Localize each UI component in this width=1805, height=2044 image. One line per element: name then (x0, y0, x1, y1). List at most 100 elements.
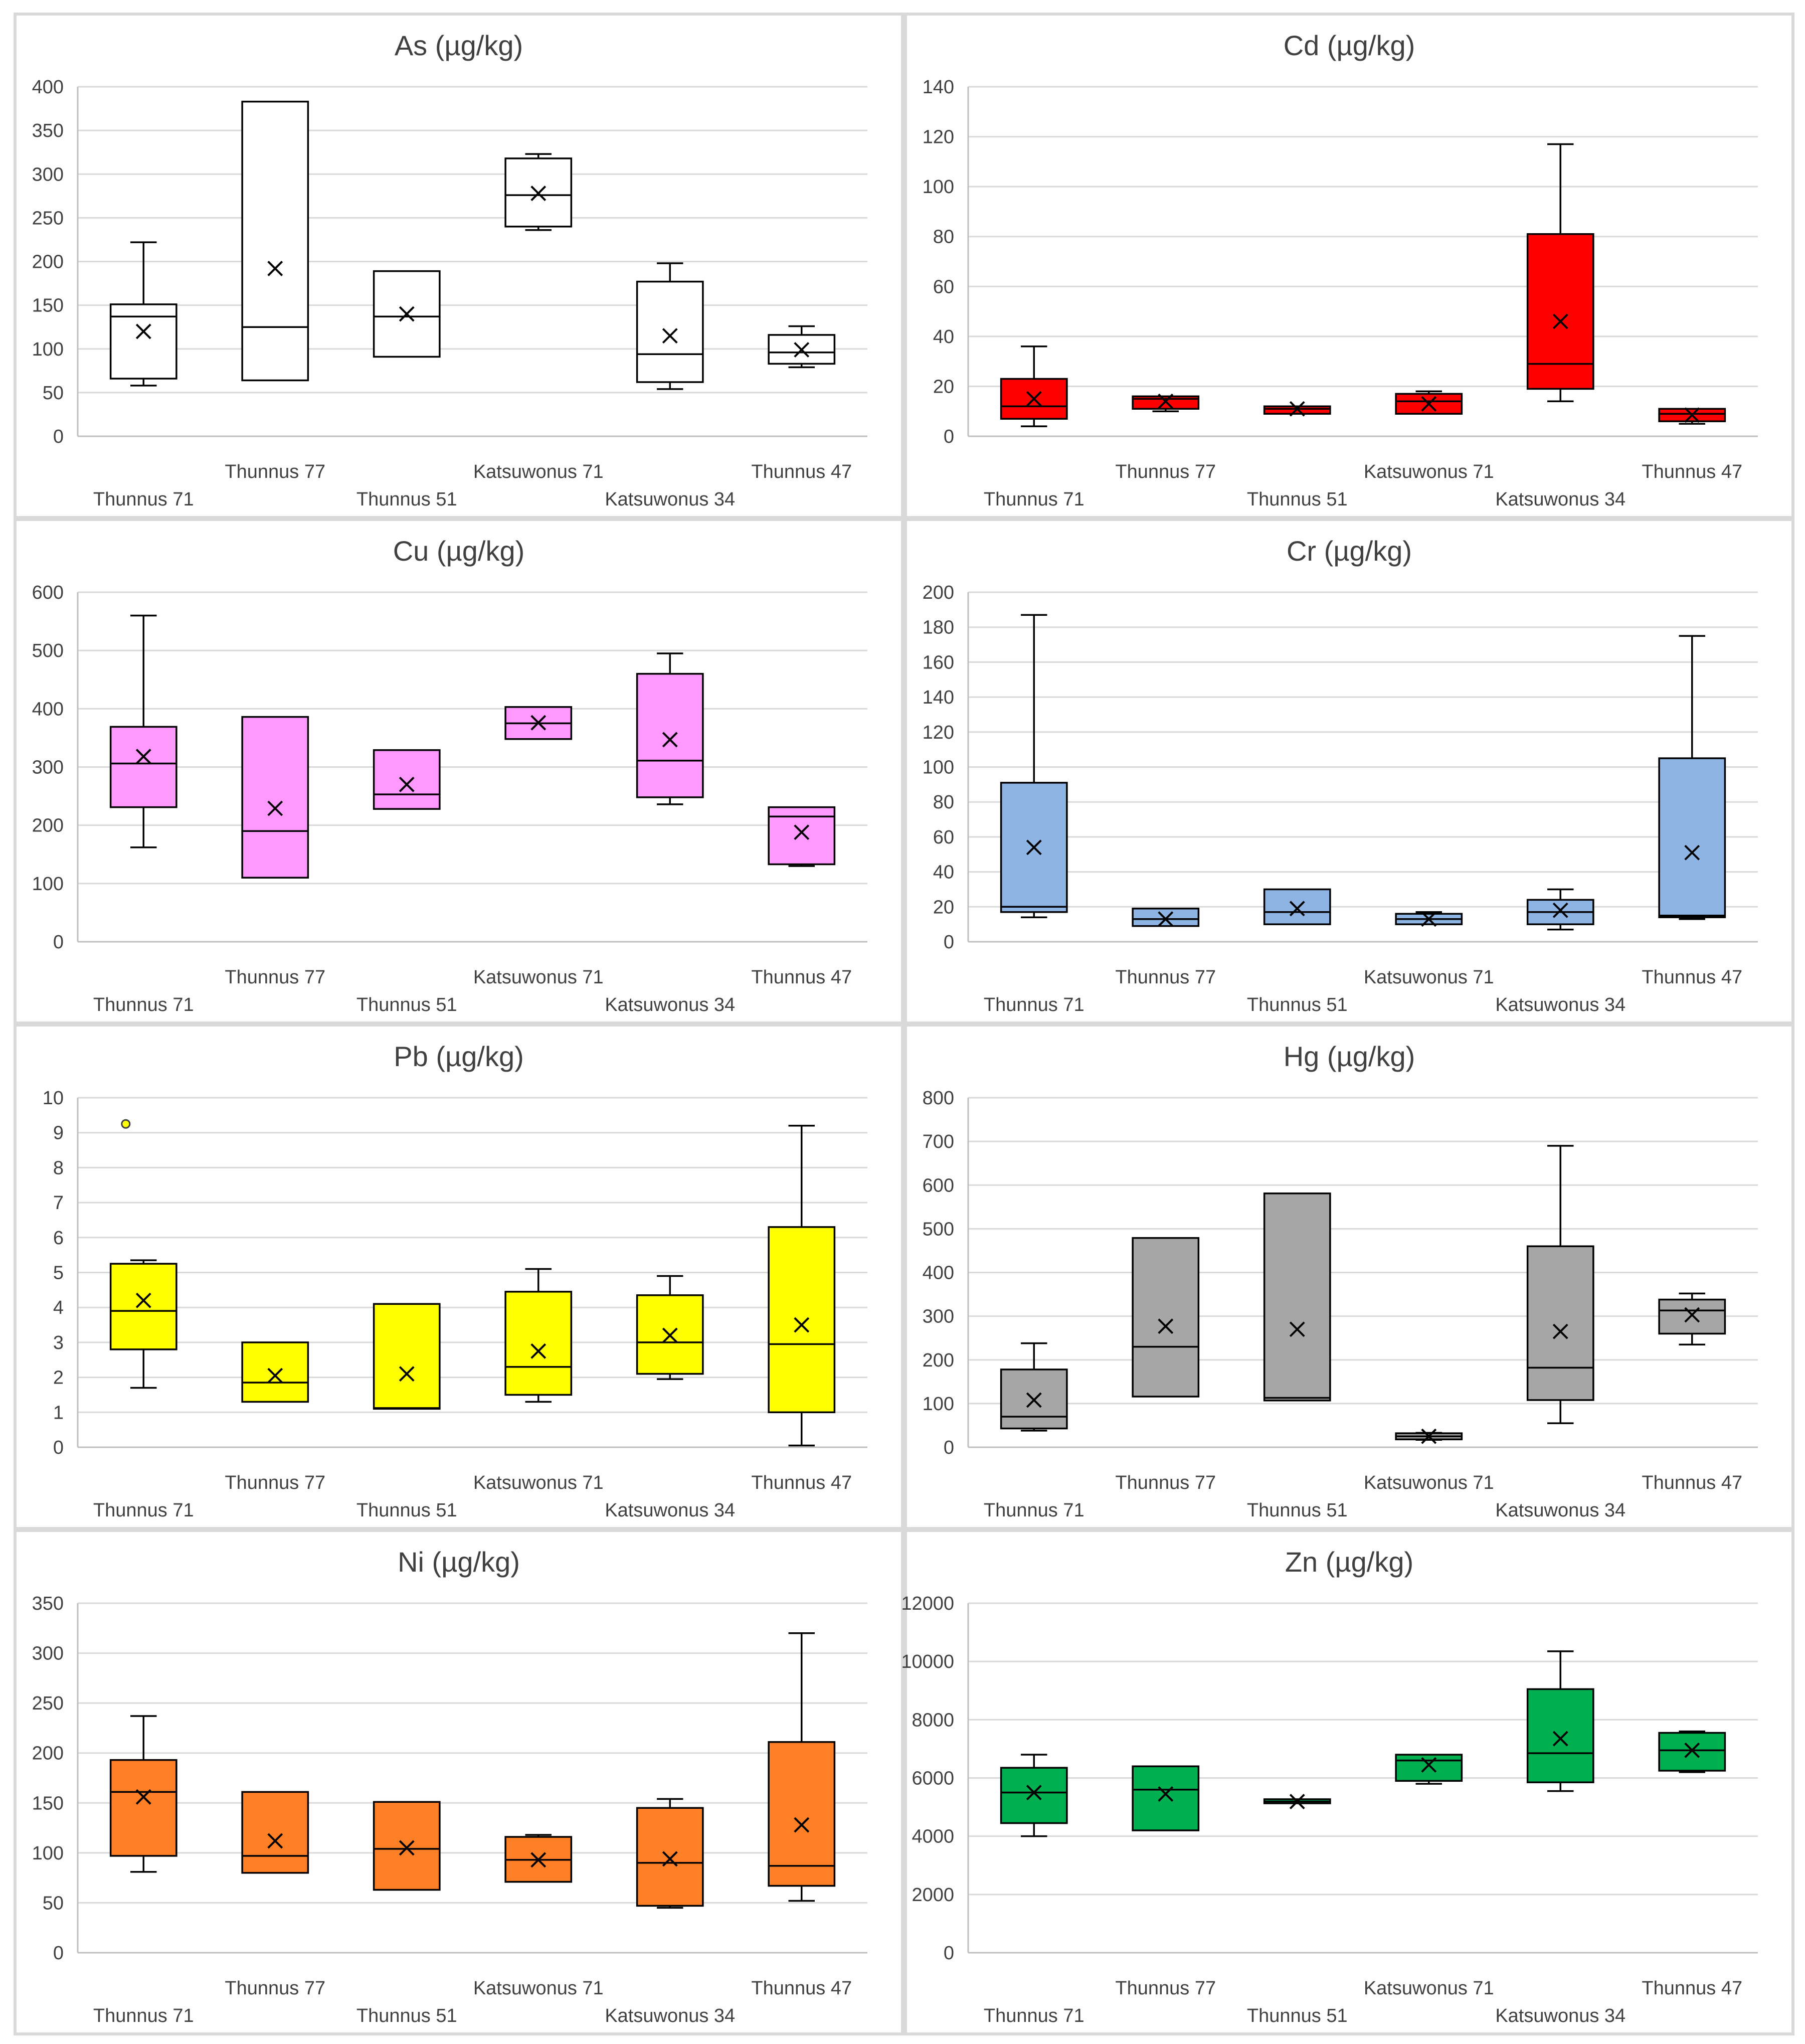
y-tick-label: 0 (53, 426, 64, 447)
box-thunnus-77 (241, 716, 309, 879)
category-label: Thunnus 47 (1642, 461, 1742, 482)
y-tick-label: 100 (923, 177, 954, 198)
mean-marker-stroke (794, 1817, 810, 1833)
mean-marker (662, 1851, 678, 1867)
mean-marker-stroke (1026, 839, 1042, 856)
box-thunnus-51 (1263, 1193, 1331, 1402)
y-tick-label: 100 (923, 1394, 954, 1415)
y-tick-label: 8000 (912, 1710, 954, 1731)
box-iqr (1526, 233, 1594, 390)
mean-marker-stroke (1552, 1323, 1568, 1339)
chart-title: As (µg/kg) (395, 30, 523, 61)
box-thunnus-71 (109, 1259, 177, 1389)
y-tick-label: 350 (32, 120, 64, 141)
y-tick-label: 0 (53, 1943, 64, 1964)
y-tick-label: 300 (32, 757, 64, 778)
y-tick-label: 300 (32, 1643, 64, 1664)
y-tick-label: 80 (933, 227, 954, 248)
mean-marker (662, 732, 678, 748)
box-thunnus-51 (373, 1801, 441, 1891)
mean-marker-stroke (1421, 911, 1437, 927)
mean-marker-stroke (794, 1317, 810, 1333)
box-iqr (1132, 1237, 1200, 1398)
mean-marker (662, 1327, 678, 1343)
y-tick-label: 120 (923, 127, 954, 148)
box-katsuwonus-71 (1395, 1754, 1463, 1785)
box-iqr (636, 1807, 704, 1907)
box-thunnus-71 (109, 1715, 177, 1873)
mean-marker-stroke (794, 824, 810, 840)
category-label: Katsuwonus 71 (1364, 1472, 1494, 1493)
box-iqr (1000, 378, 1068, 420)
chart-panel-4: Cr (µg/kg) 0 20 40 60 80 100 120 140 160 180 200 Thu… (904, 518, 1794, 1025)
y-tick-label: 2 (53, 1368, 64, 1389)
y-tick-label: 200 (32, 815, 64, 836)
y-tick-label: 100 (32, 339, 64, 360)
category-label: Katsuwonus 34 (605, 2005, 735, 2026)
category-label: Katsuwonus 71 (473, 461, 604, 482)
category-label: Thunnus 71 (93, 2005, 194, 2026)
y-tick-label: 60 (933, 276, 954, 297)
box-katsuwonus-71 (1395, 911, 1463, 927)
category-label: Katsuwonus 34 (1495, 489, 1626, 510)
y-tick-label: 4 (53, 1297, 64, 1318)
y-tick-label: 50 (43, 1893, 64, 1914)
mean-marker (1158, 1318, 1174, 1334)
box-iqr (241, 716, 309, 879)
mean-marker-stroke (1552, 313, 1568, 329)
mean-marker (1684, 844, 1700, 861)
mean-marker-stroke (399, 1840, 415, 1856)
box-thunnus-77 (1132, 393, 1200, 412)
category-label: Thunnus 47 (1642, 1472, 1742, 1493)
box-iqr (109, 726, 177, 808)
box-thunnus-47 (768, 1125, 836, 1447)
box-thunnus-47 (1658, 1730, 1726, 1773)
mean-marker (1421, 911, 1437, 927)
mean-marker (794, 1317, 810, 1333)
box-thunnus-71 (109, 614, 177, 848)
box-katsuwonus-34 (636, 1275, 704, 1380)
y-tick-label: 400 (32, 699, 64, 720)
box-katsuwonus-34 (1526, 1650, 1594, 1792)
box-katsuwonus-71 (504, 1268, 573, 1403)
category-label: Thunnus 47 (1642, 967, 1742, 988)
box-thunnus-71 (1000, 346, 1068, 427)
chart-title: Pb (µg/kg) (394, 1041, 523, 1072)
mean-marker (662, 328, 678, 344)
box-iqr (109, 303, 177, 380)
chart-title: Cu (µg/kg) (393, 535, 525, 567)
mean-marker-stroke (267, 261, 283, 276)
category-label: Thunnus 51 (356, 2005, 457, 2026)
mean-marker-stroke (1026, 391, 1042, 407)
mean-marker-stroke (794, 342, 810, 358)
mean-marker-stroke (1289, 901, 1305, 917)
mean-marker (1421, 1428, 1437, 1444)
y-tick-label: 250 (32, 1693, 64, 1714)
category-label: Thunnus 71 (984, 994, 1085, 1015)
box-thunnus-51 (1263, 1794, 1331, 1809)
y-tick-label: 700 (923, 1131, 954, 1152)
box-iqr (109, 1759, 177, 1857)
box-iqr (1132, 908, 1200, 927)
mean-marker-stroke (399, 776, 415, 792)
mean-marker (135, 1789, 151, 1805)
y-tick-label: 20 (933, 897, 954, 918)
y-tick-label: 400 (923, 1263, 954, 1284)
y-tick-label: 2000 (912, 1885, 954, 1906)
box-iqr (1395, 1754, 1463, 1782)
category-label: Katsuwonus 71 (473, 967, 604, 988)
y-tick-label: 140 (923, 687, 954, 708)
box-thunnus-47 (768, 806, 836, 867)
mean-marker (135, 323, 151, 339)
mean-marker (135, 1292, 151, 1308)
mean-marker (1421, 396, 1437, 412)
box-katsuwonus-71 (1395, 1428, 1463, 1444)
outlier-point (121, 1119, 131, 1129)
box-thunnus-47 (768, 325, 836, 369)
box-thunnus-77 (241, 100, 309, 382)
chart-panel-6: Hg (µg/kg) 0 100 200 300 400 500 600 700 800 Thunn… (904, 1024, 1794, 1530)
mean-marker (1026, 391, 1042, 407)
y-tick-label: 0 (944, 932, 954, 953)
mean-marker (1026, 1392, 1042, 1408)
box-iqr (1132, 1765, 1200, 1831)
